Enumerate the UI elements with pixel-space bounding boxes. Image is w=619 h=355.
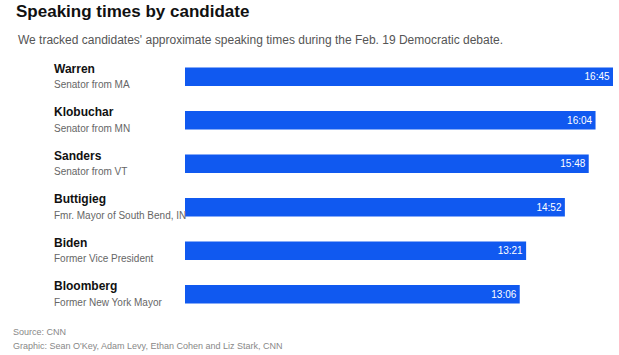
svg-text:We tracked candidates' approxi: We tracked candidates' approximate speak… [18, 33, 503, 47]
svg-text:Graphic: Sean O'Key, Adam Levy: Graphic: Sean O'Key, Adam Levy, Ethan Co… [13, 341, 283, 351]
svg-text:15:48: 15:48 [560, 158, 585, 169]
svg-text:Former Vice President: Former Vice President [54, 253, 154, 264]
svg-text:Senator from MN: Senator from MN [54, 123, 130, 134]
svg-text:Buttigieg: Buttigieg [54, 192, 106, 206]
svg-text:Source: CNN: Source: CNN [13, 327, 66, 337]
svg-text:Speaking times by candidate: Speaking times by candidate [16, 2, 249, 21]
svg-text:Senator from VT: Senator from VT [54, 166, 127, 177]
svg-text:14:52: 14:52 [536, 202, 561, 213]
svg-text:Biden: Biden [54, 236, 87, 250]
svg-text:Bloomberg: Bloomberg [54, 279, 117, 293]
svg-text:Fmr. Mayor of South Bend, IN: Fmr. Mayor of South Bend, IN [54, 210, 186, 221]
svg-text:Former New York Mayor: Former New York Mayor [54, 297, 162, 308]
svg-text:Warren: Warren [54, 62, 95, 76]
svg-text:Klobuchar: Klobuchar [54, 105, 114, 119]
svg-text:Senator from MA: Senator from MA [54, 79, 130, 90]
svg-text:Sanders: Sanders [54, 149, 102, 163]
svg-text:16:45: 16:45 [585, 71, 610, 82]
svg-text:13:21: 13:21 [498, 245, 523, 256]
svg-text:13:06: 13:06 [491, 289, 516, 300]
svg-text:16:04: 16:04 [567, 115, 592, 126]
